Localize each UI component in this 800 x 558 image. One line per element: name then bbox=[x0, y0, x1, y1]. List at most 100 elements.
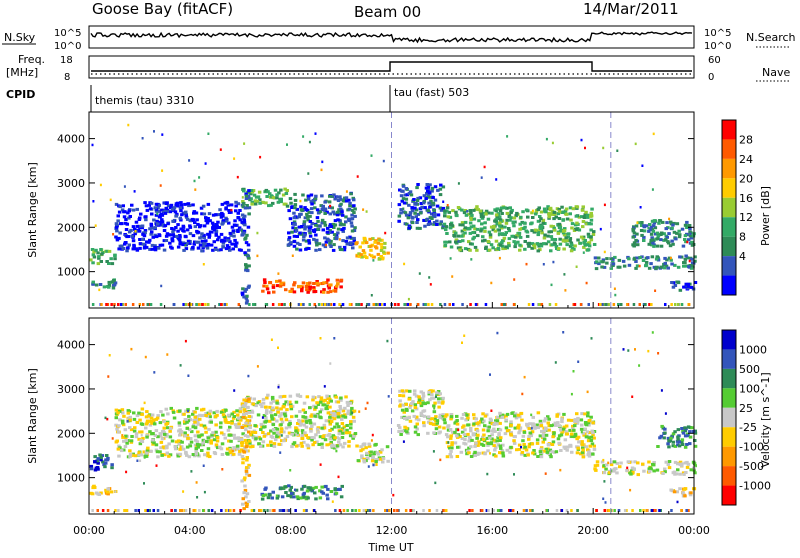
heatmap-cell bbox=[386, 459, 390, 463]
heatmap-cell bbox=[676, 500, 679, 504]
heatmap-cell bbox=[380, 448, 384, 452]
heatmap-cell bbox=[492, 423, 496, 427]
heatmap-cell bbox=[474, 303, 478, 306]
heatmap-cell bbox=[254, 195, 259, 199]
heatmap-cell bbox=[110, 466, 114, 470]
heatmap-cell bbox=[162, 208, 166, 212]
heatmap-cell bbox=[314, 405, 318, 409]
heatmap-cell bbox=[492, 438, 496, 442]
heatmap-cell bbox=[602, 471, 607, 475]
nsky-trace bbox=[90, 31, 693, 44]
heatmap-cell bbox=[688, 435, 693, 439]
heatmap-cell bbox=[207, 243, 211, 247]
heatmap-cell bbox=[195, 443, 200, 446]
heatmap-cell bbox=[488, 233, 493, 237]
heatmap-cell bbox=[241, 502, 245, 506]
heatmap-cell bbox=[429, 283, 432, 286]
heatmap-cell bbox=[397, 214, 402, 218]
heatmap-cell bbox=[269, 434, 274, 438]
heatmap-cell bbox=[143, 456, 146, 459]
heatmap-cell bbox=[247, 374, 250, 378]
heatmap-cell bbox=[242, 413, 246, 416]
heatmap-cell bbox=[117, 303, 120, 306]
heatmap-cell bbox=[321, 290, 326, 294]
heatmap-cell bbox=[311, 443, 315, 447]
heatmap-cell bbox=[652, 469, 656, 473]
heatmap-cell bbox=[323, 245, 328, 249]
heatmap-cell bbox=[413, 202, 417, 206]
heatmap-cell bbox=[257, 190, 262, 194]
heatmap-cell bbox=[294, 229, 299, 232]
heatmap-cell bbox=[305, 395, 310, 399]
heatmap-cell bbox=[487, 230, 492, 234]
heatmap-cell bbox=[134, 435, 139, 439]
heatmap-cell bbox=[185, 453, 189, 457]
heatmap-cell bbox=[266, 443, 270, 447]
heatmap-cell bbox=[689, 232, 692, 235]
heatmap-cell bbox=[528, 431, 532, 435]
heatmap-cell bbox=[177, 442, 181, 446]
heatmap-cell bbox=[550, 443, 555, 446]
heatmap-cell bbox=[320, 485, 324, 489]
heatmap-cell bbox=[260, 405, 264, 409]
heatmap-cell bbox=[676, 468, 680, 472]
heatmap-cell bbox=[590, 429, 594, 433]
heatmap-cell bbox=[117, 444, 121, 448]
heatmap-cell bbox=[329, 204, 332, 208]
heatmap-cell bbox=[652, 461, 656, 464]
heatmap-cell bbox=[313, 491, 317, 495]
heatmap-cell bbox=[412, 509, 415, 512]
heatmap-cell bbox=[549, 424, 554, 428]
heatmap-cell bbox=[403, 262, 406, 266]
heatmap-cell bbox=[268, 192, 272, 196]
heatmap-cell bbox=[602, 464, 606, 468]
heatmap-cell bbox=[445, 455, 450, 459]
heatmap-cell bbox=[244, 401, 248, 405]
heatmap-cell bbox=[430, 396, 434, 400]
heatmap-cell bbox=[552, 213, 557, 216]
heatmap-cell bbox=[201, 443, 205, 447]
heatmap-cell bbox=[196, 240, 201, 244]
heatmap-cell bbox=[398, 399, 402, 403]
heatmap-cell bbox=[476, 452, 480, 456]
heatmap-cell bbox=[221, 468, 224, 471]
heatmap-cell bbox=[334, 233, 339, 237]
heatmap-cell bbox=[131, 239, 136, 243]
heatmap-cell bbox=[583, 239, 587, 242]
heatmap-cell bbox=[349, 412, 353, 416]
heatmap-cell bbox=[401, 197, 406, 201]
heatmap-cell bbox=[426, 185, 431, 189]
heatmap-cell bbox=[249, 189, 254, 192]
heatmap-cell bbox=[504, 221, 509, 225]
heatmap-cell bbox=[190, 470, 193, 473]
heatmap-cell bbox=[498, 444, 503, 448]
heatmap-cell bbox=[560, 211, 565, 214]
heatmap-cell bbox=[301, 415, 305, 419]
heatmap-cell bbox=[558, 242, 563, 246]
heatmap-cell bbox=[549, 249, 553, 253]
heatmap-cell bbox=[426, 401, 430, 405]
heatmap-cell bbox=[460, 437, 465, 440]
heatmap-cell bbox=[116, 214, 120, 218]
heatmap-cell bbox=[285, 189, 289, 192]
colorbar-swatch bbox=[722, 197, 736, 218]
heatmap-cell bbox=[179, 209, 183, 213]
heatmap-cell bbox=[500, 413, 505, 417]
heatmap-cell bbox=[352, 239, 356, 243]
heatmap-cell bbox=[419, 404, 424, 408]
heatmap-cell bbox=[443, 303, 447, 306]
heatmap-cell bbox=[137, 509, 140, 512]
heatmap-cell bbox=[240, 220, 244, 224]
heatmap-cell bbox=[427, 191, 432, 195]
heatmap-cell bbox=[676, 435, 680, 439]
heatmap-cell bbox=[583, 412, 587, 416]
heatmap-cell bbox=[654, 289, 657, 292]
heatmap-cell bbox=[122, 439, 126, 443]
heatmap-cell bbox=[604, 501, 607, 504]
heatmap-cell bbox=[243, 434, 248, 438]
heatmap-cell bbox=[325, 210, 329, 214]
heatmap-cell bbox=[284, 491, 288, 494]
heatmap-cell bbox=[146, 509, 149, 512]
heatmap-cell bbox=[170, 239, 175, 243]
heatmap-cell bbox=[194, 509, 197, 512]
